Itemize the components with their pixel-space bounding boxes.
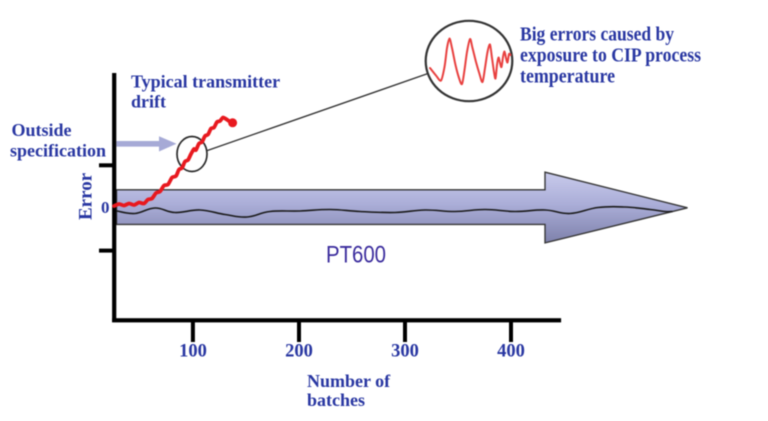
svg-text:drift: drift <box>131 92 166 112</box>
svg-text:0: 0 <box>101 198 110 217</box>
svg-text:specification: specification <box>10 141 106 161</box>
svg-text:Outside: Outside <box>12 120 72 140</box>
svg-text:Big errors caused by: Big errors caused by <box>520 24 674 46</box>
svg-text:200: 200 <box>285 342 313 362</box>
svg-text:100: 100 <box>179 342 207 362</box>
svg-text:Typical transmitter: Typical transmitter <box>131 72 280 92</box>
svg-text:batches: batches <box>307 390 365 410</box>
svg-text:Error: Error <box>76 172 97 220</box>
svg-text:exposure to CIP process: exposure to CIP process <box>520 45 701 67</box>
svg-text:400: 400 <box>497 342 525 362</box>
svg-text:Number of: Number of <box>307 371 391 391</box>
svg-text:temperature: temperature <box>520 66 615 88</box>
svg-text:PT600: PT600 <box>326 242 386 269</box>
svg-text:300: 300 <box>391 342 419 362</box>
